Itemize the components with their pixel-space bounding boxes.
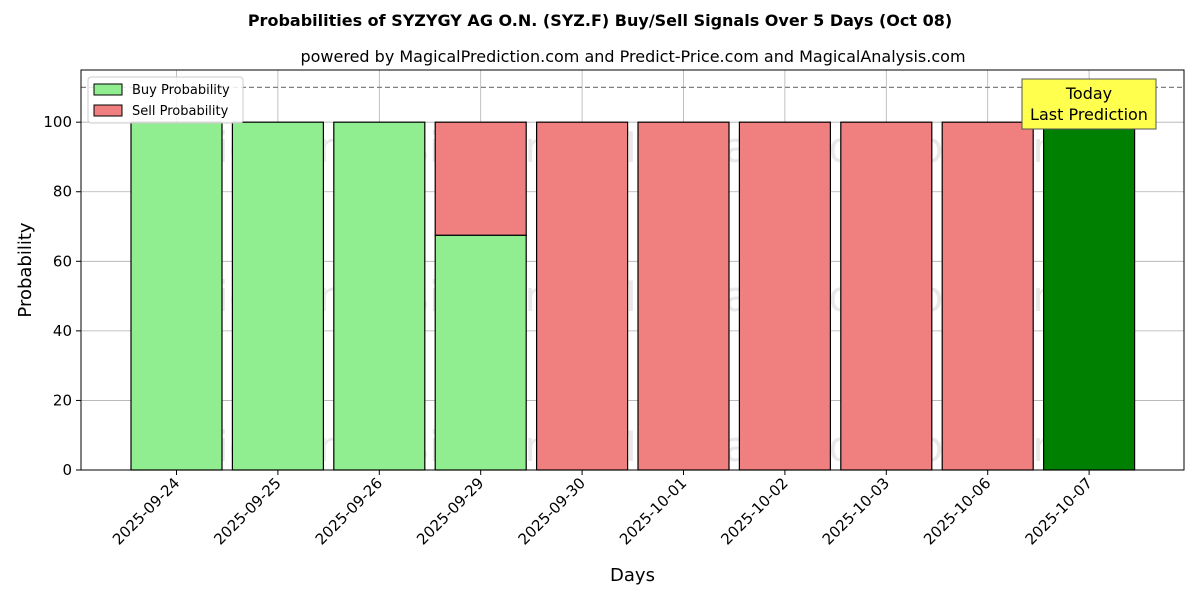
sell-bar	[840, 121, 933, 471]
annotation-line-1: Today	[1065, 84, 1112, 103]
legend-label-sell: Sell Probability	[132, 104, 229, 119]
annotation-box	[1021, 78, 1157, 130]
plot-area	[80, 69, 1185, 471]
y-axis-label: Probability	[15, 222, 36, 317]
x-tick-label: 2025-10-02	[717, 474, 791, 548]
x-tick-label: 2025-10-03	[819, 474, 893, 548]
buy-bar	[130, 121, 223, 471]
legend-box	[87, 76, 244, 124]
x-tick-label: 2025-09-26	[312, 474, 386, 548]
x-tick-label: 2025-10-06	[920, 474, 994, 548]
y-tick-label: 100	[43, 113, 72, 131]
legend: Buy Probability Sell Probability	[87, 76, 244, 124]
legend-label-buy: Buy Probability	[132, 83, 230, 98]
sell-bar	[941, 121, 1034, 471]
legend-swatch-sell	[93, 104, 123, 117]
sell-bar	[535, 121, 629, 471]
x-axis-label: Days	[610, 565, 655, 586]
x-axis: 2025-09-24 2025-09-25 2025-09-26 2025-09-29…	[109, 470, 1096, 548]
x-tick-label: 2025-10-07	[1022, 474, 1096, 548]
x-tick-label: 2025-09-24	[109, 474, 183, 548]
legend-swatch-buy	[93, 83, 123, 96]
buy-bar	[1042, 121, 1136, 471]
today-annotation: Today Last Prediction	[1021, 78, 1157, 130]
x-tick-label: 2025-09-30	[515, 474, 589, 548]
x-tick-label: 2025-09-29	[413, 474, 487, 548]
buy-bar	[333, 121, 426, 471]
buy-bar	[434, 234, 527, 471]
chart-title: Probabilities of SYZYGY AG O.N. (SYZ.F) …	[248, 11, 952, 30]
chart-subtitle: powered by MagicalPrediction.com and Pre…	[300, 47, 965, 66]
y-tick-label: 80	[53, 183, 72, 201]
y-axis: 0 20 40 60 80 100	[43, 113, 81, 479]
sell-bar	[637, 121, 730, 471]
sell-bar	[738, 121, 832, 471]
x-tick-label: 2025-09-25	[210, 474, 284, 548]
y-tick-label: 60	[53, 252, 72, 270]
buy-bar	[231, 121, 324, 471]
sell-bar	[434, 121, 527, 236]
annotation-line-2: Last Prediction	[1030, 105, 1148, 124]
y-tick-label: 40	[53, 322, 72, 340]
y-tick-label: 0	[62, 461, 72, 479]
y-tick-label: 20	[53, 391, 72, 409]
x-tick-label: 2025-10-01	[616, 474, 690, 548]
bars	[130, 121, 1136, 471]
